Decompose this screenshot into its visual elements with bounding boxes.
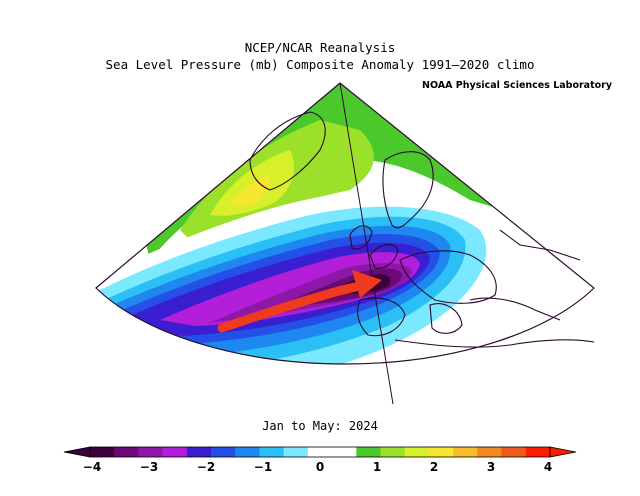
colorbar-swatch bbox=[525, 447, 551, 457]
colorbar-swatch bbox=[283, 447, 309, 457]
colorbar bbox=[63, 446, 577, 458]
annotation-arrow bbox=[217, 270, 382, 333]
coastlines bbox=[249, 111, 595, 348]
colorbar-swatch bbox=[186, 447, 212, 457]
colorbar-tick-label: 2 bbox=[429, 460, 439, 474]
colorbar-swatch bbox=[477, 447, 503, 457]
chart-title-line2: Sea Level Pressure (mb) Composite Anomal… bbox=[105, 57, 535, 72]
colorbar-swatch bbox=[453, 447, 478, 457]
colorbar-frame bbox=[89, 446, 551, 458]
colorbar-swatch bbox=[501, 447, 527, 457]
colorbar-tick-label: −4 bbox=[82, 460, 102, 474]
time-period-label: Jan to May: 2024 bbox=[262, 419, 378, 433]
credit-label: NOAA Physical Sciences Laboratory bbox=[422, 80, 613, 91]
colorbar-swatch bbox=[138, 447, 164, 457]
colorbar-swatch bbox=[259, 447, 285, 457]
colorbar-swatch bbox=[162, 447, 188, 457]
colorbar-tick-label: 3 bbox=[486, 460, 496, 474]
colorbar-swatch bbox=[356, 447, 382, 457]
colorbar-swatch bbox=[307, 447, 333, 457]
colorbar-swatch bbox=[211, 447, 236, 457]
colorbar-swatch bbox=[428, 447, 454, 457]
colorbar-swatch bbox=[90, 447, 115, 457]
colorbar-swatch bbox=[235, 447, 260, 457]
colorbar-right-arrow bbox=[549, 446, 577, 458]
prime-meridian bbox=[339, 82, 394, 405]
colorbar-swatch bbox=[404, 447, 430, 457]
colorbar-swatch bbox=[332, 447, 357, 457]
map-boundary bbox=[95, 82, 595, 365]
chart-title-line1: NCEP/NCAR Reanalysis bbox=[244, 40, 396, 55]
colorbar-swatch bbox=[114, 447, 139, 457]
colorbar-swatch bbox=[380, 447, 406, 457]
colorbar-tick-label: 1 bbox=[372, 460, 382, 474]
colorbar-tick-label: −2 bbox=[196, 460, 216, 474]
colorbar-tick-label: 4 bbox=[543, 460, 553, 474]
colorbar-tick-label: 0 bbox=[315, 460, 325, 474]
colorbar-left-arrow bbox=[63, 446, 91, 458]
colorbar-tick-label: −1 bbox=[253, 460, 273, 474]
colorbar-tick-label: −3 bbox=[139, 460, 159, 474]
